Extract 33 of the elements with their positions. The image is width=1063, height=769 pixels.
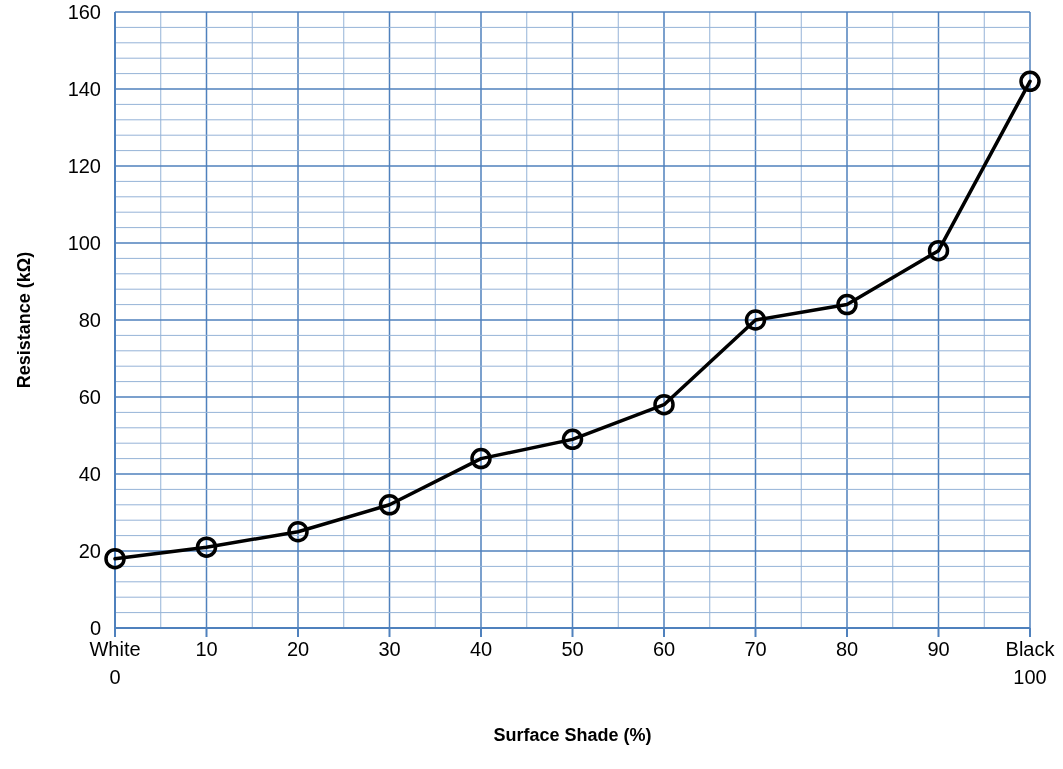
x-tick-label: 20: [286, 638, 310, 660]
x-tick-label: 90: [927, 638, 950, 660]
y-tick-label: 0: [89, 617, 101, 639]
point: [1019, 70, 1041, 93]
x-tick-label: 80: [835, 638, 859, 660]
y-tick-label: 140: [67, 78, 101, 100]
point: [927, 239, 950, 262]
y-tick-label: 160: [67, 1, 101, 23]
point: [561, 428, 584, 451]
y-tick-label: 20: [78, 540, 101, 562]
y-tick-label: 60: [78, 386, 101, 408]
y-tick-label: 40: [78, 463, 101, 485]
x-tick-label: 60: [652, 638, 676, 660]
x-tick-label: 30: [378, 638, 401, 660]
point: [653, 393, 675, 416]
x-axis-title: Surface Shade (%): [493, 725, 652, 745]
x-tick-label: 50: [561, 638, 584, 660]
y-tick-label: 120: [67, 155, 101, 177]
point: [195, 536, 218, 558]
x-tick-label: 40: [469, 638, 493, 660]
x-tick-label: Black 100: [1005, 638, 1056, 688]
x-tick-label: White 0: [89, 638, 141, 688]
point: [470, 447, 492, 470]
x-tick-label: 70: [744, 638, 767, 660]
point: [836, 293, 858, 316]
point: [287, 521, 309, 543]
point: [744, 309, 767, 331]
y-tick-label: 100: [67, 232, 101, 254]
point: [104, 547, 126, 570]
y-tick-label: 80: [78, 309, 101, 331]
point: [378, 494, 401, 516]
x-tick-label: 10: [195, 638, 218, 660]
y-axis-title: Resistance (kΩ): [14, 251, 34, 389]
